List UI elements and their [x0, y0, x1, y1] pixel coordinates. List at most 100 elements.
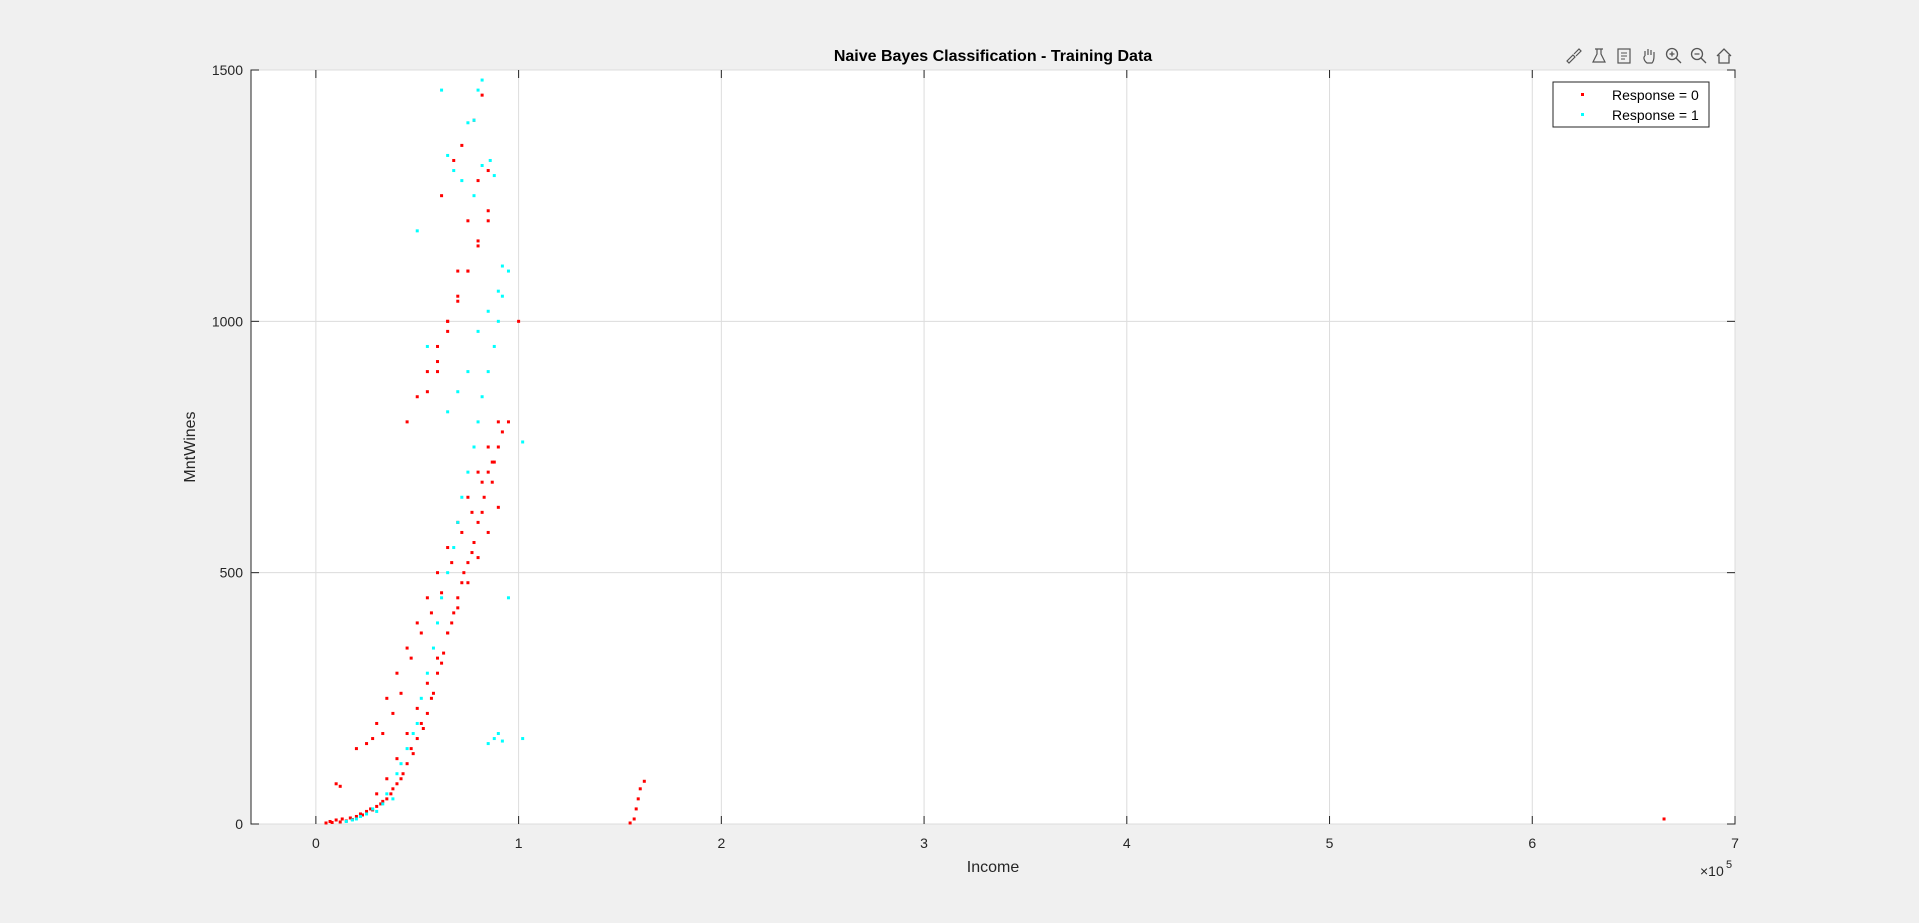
zoom-in-button[interactable]	[1662, 44, 1686, 68]
data-point	[409, 656, 413, 660]
data-point	[490, 480, 494, 484]
data-point	[338, 820, 342, 824]
data-point	[436, 370, 440, 374]
data-point	[492, 737, 496, 741]
data-point	[436, 656, 440, 660]
zoom-out-button[interactable]	[1687, 44, 1711, 68]
x-tick-label: 5	[1326, 835, 1334, 851]
data-point	[500, 430, 504, 434]
legend-entry-response-0[interactable]: Response = 0	[1581, 87, 1699, 103]
data-point	[460, 495, 464, 499]
data-point	[452, 611, 456, 615]
data-point	[476, 179, 480, 183]
x-tick-label: 4	[1123, 835, 1131, 851]
data-point	[425, 370, 429, 374]
x-tick-label: 6	[1528, 835, 1536, 851]
data-point	[415, 737, 419, 741]
data-point	[1662, 817, 1666, 821]
data-point	[391, 787, 395, 791]
data-point	[431, 691, 435, 695]
data-point	[361, 813, 365, 817]
data-point	[381, 799, 385, 803]
data-point	[628, 821, 632, 825]
data-point	[425, 596, 429, 600]
data-tips-button[interactable]	[1587, 44, 1611, 68]
data-point	[415, 395, 419, 399]
data-point	[462, 571, 466, 575]
data-point	[634, 807, 638, 811]
data-point	[395, 671, 399, 675]
data-point	[415, 721, 419, 725]
data-point	[354, 817, 358, 821]
data-point	[405, 747, 409, 751]
data-point	[399, 762, 403, 766]
data-point	[521, 737, 525, 741]
data-point	[472, 541, 476, 545]
data-point	[389, 792, 393, 796]
data-point	[385, 777, 389, 781]
data-tips-icon	[1592, 48, 1606, 63]
data-point	[480, 93, 484, 97]
x-tick-label: 1	[515, 835, 523, 851]
data-point	[334, 818, 338, 822]
data-point	[470, 551, 474, 555]
data-point	[472, 118, 476, 122]
data-point	[344, 819, 348, 823]
data-point	[496, 505, 500, 509]
data-point	[492, 460, 496, 464]
x-tick-label: 3	[920, 835, 928, 851]
data-point	[496, 289, 500, 293]
legend[interactable]: Response = 0 Response = 1	[1552, 81, 1710, 128]
data-point	[391, 797, 395, 801]
data-point	[350, 818, 354, 822]
data-point	[446, 571, 450, 575]
data-point	[440, 194, 444, 198]
x-exponent-base: ×10	[1700, 863, 1724, 879]
data-point	[490, 460, 494, 464]
legend-entry-response-1[interactable]: Response = 1	[1581, 107, 1699, 123]
data-point	[466, 495, 470, 499]
pan-button[interactable]	[1637, 44, 1661, 68]
data-point	[496, 445, 500, 449]
data-point	[506, 269, 510, 273]
data-point	[334, 782, 338, 786]
data-point	[450, 561, 454, 565]
axes-toolbar	[1562, 44, 1736, 68]
data-point	[480, 480, 484, 484]
data-point	[440, 661, 444, 665]
data-point	[456, 294, 460, 298]
x-axis-exponent: ×10 5	[1700, 859, 1732, 879]
data-point	[492, 174, 496, 178]
data-point	[486, 209, 490, 213]
data-point	[415, 706, 419, 710]
y-tick-label: 500	[220, 565, 244, 581]
data-point	[436, 571, 440, 575]
data-point	[480, 510, 484, 514]
data-point	[391, 711, 395, 715]
data-point	[460, 143, 464, 147]
legend-box	[1552, 81, 1710, 128]
data-point	[425, 681, 429, 685]
data-point	[632, 817, 636, 821]
data-point	[375, 804, 379, 808]
data-point	[365, 809, 369, 813]
legend-marker-response-1	[1581, 113, 1584, 116]
data-point	[476, 556, 480, 560]
data-point	[436, 360, 440, 364]
data-point	[440, 591, 444, 595]
data-point	[354, 747, 358, 751]
data-point	[496, 319, 500, 323]
data-point	[379, 802, 383, 806]
series-response-1	[344, 78, 525, 823]
home-button[interactable]	[1712, 44, 1736, 68]
data-point	[456, 390, 460, 394]
brush-button[interactable]	[1562, 44, 1586, 68]
restore-view-button[interactable]	[1612, 44, 1636, 68]
data-point	[340, 817, 344, 821]
axes[interactable]: 0 1 2 3 4 5 6 7 0 500 1000 1500	[212, 62, 1739, 851]
y-axis-label: MntWines	[182, 411, 199, 482]
data-point	[409, 747, 413, 751]
data-point	[456, 520, 460, 524]
data-point	[446, 631, 450, 635]
